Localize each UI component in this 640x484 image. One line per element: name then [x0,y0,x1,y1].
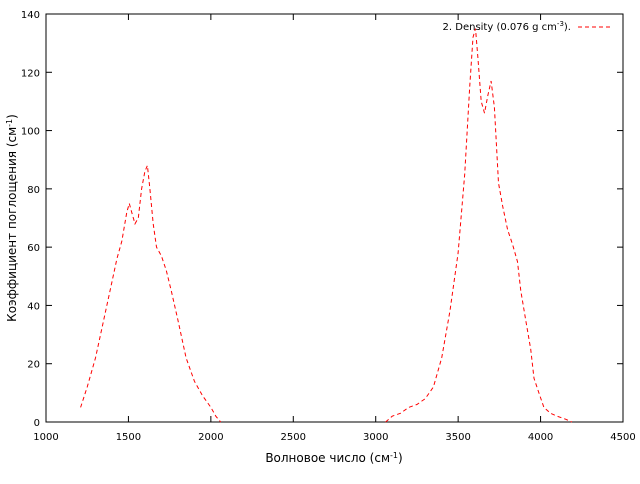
legend: 2. Density (0.076 g cm-3). [443,20,610,33]
y-tick-label: 60 [27,243,40,254]
ticks-layer: 1000 1500 2000 2500 3000 3500 4000 4500 0 20 40 60 8… [21,10,636,443]
x-tick-label: 3500 [445,432,470,443]
y-tick-label: 140 [21,10,40,21]
series-layer [80,28,573,423]
x-tick-label: 2000 [198,432,223,443]
legend-entry-label: 2. Density (0.076 g cm-3). [443,20,571,33]
plot-frame [45,13,624,423]
x-tick-label: 4500 [610,432,635,443]
y-tick-label: 20 [27,360,40,371]
x-tick-label: 2500 [281,432,306,443]
series-line-density [385,28,573,423]
x-axis-label: Волновое число (см-1) [265,451,402,466]
y-tick-label: 120 [21,68,40,79]
x-tick-label: 3000 [363,432,388,443]
y-tick-label: 40 [27,301,40,312]
series-line-density [80,163,222,423]
x-tick-label: 1000 [33,432,58,443]
y-axis-label: Коэффициент поглощения (см-1) [5,114,20,322]
y-tick-label: 100 [21,127,40,138]
x-tick-label: 4000 [528,432,553,443]
x-tick-label: 1500 [116,432,141,443]
y-tick-label: 0 [34,418,40,429]
y-tick-label: 80 [27,185,40,196]
